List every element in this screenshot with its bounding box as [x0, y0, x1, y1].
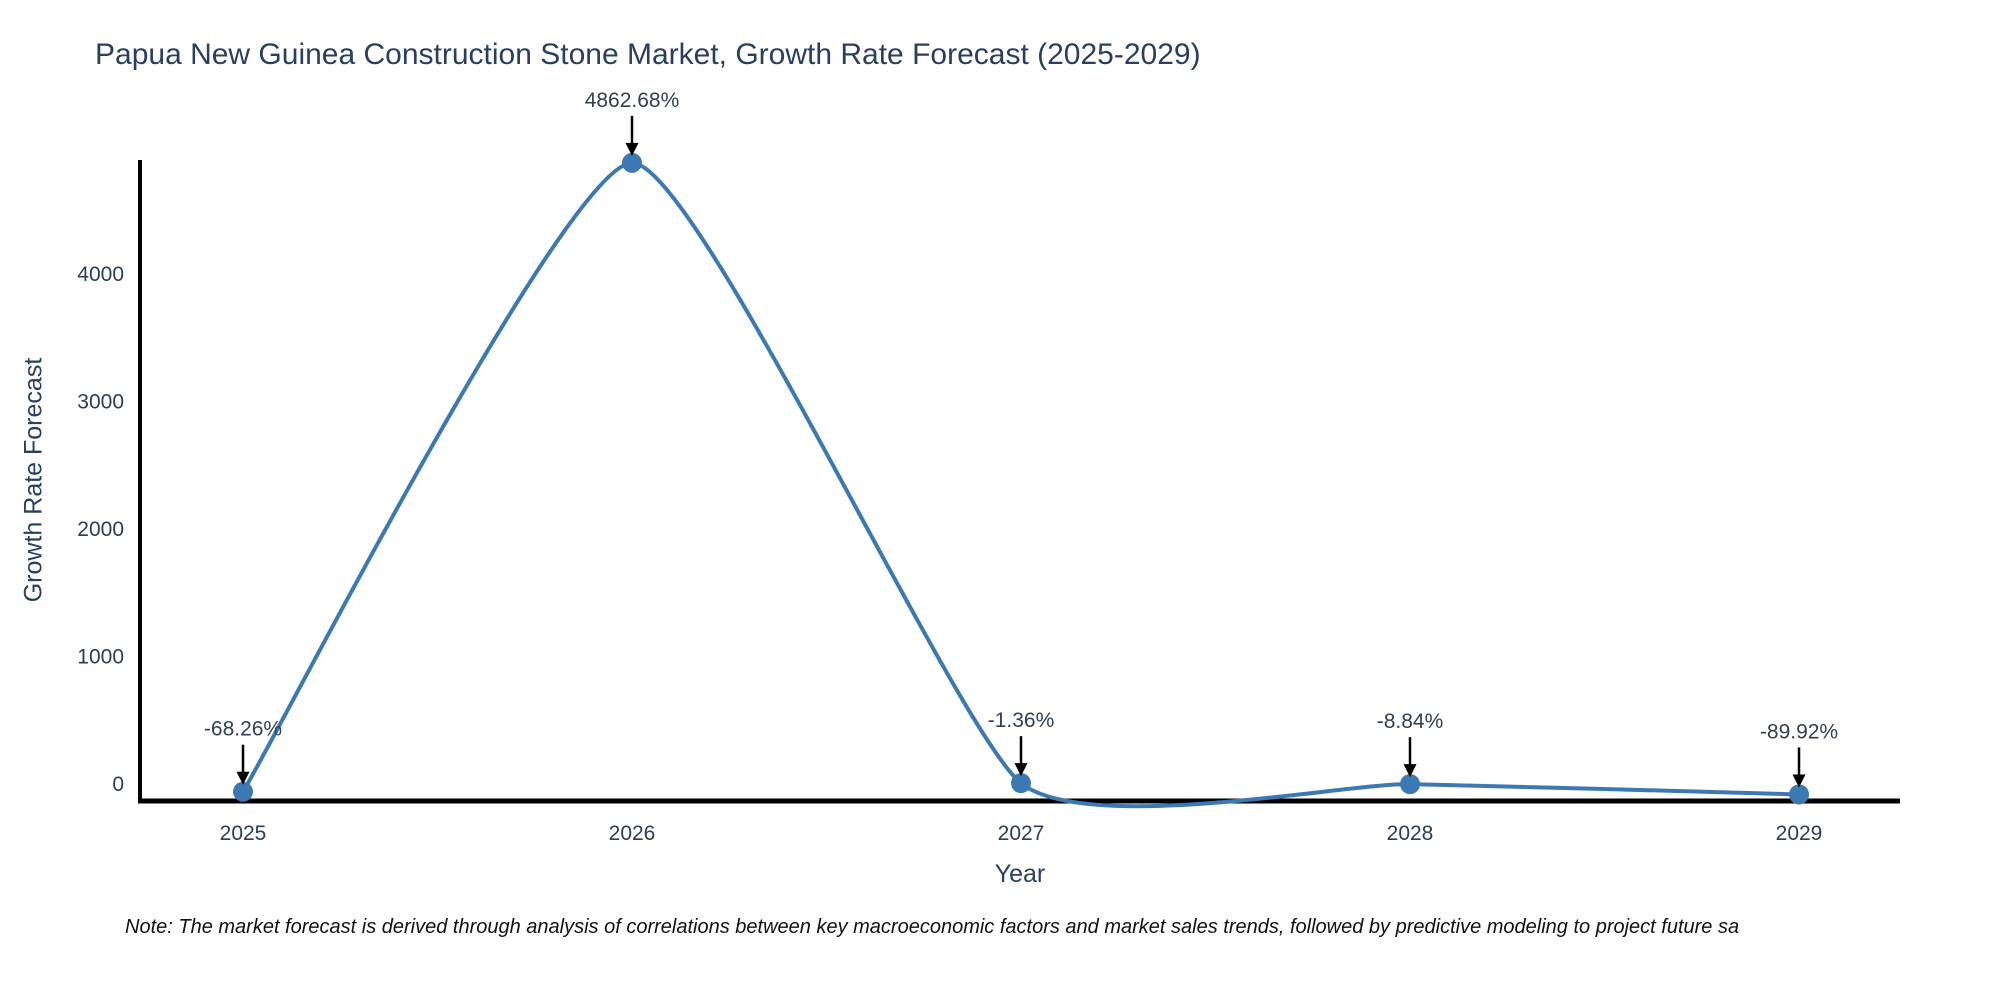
data-point-marker[interactable]: [1400, 774, 1420, 795]
growth-rate-line: [241, 160, 1801, 809]
point-value-annotation: -1.36%: [988, 709, 1055, 732]
x-tick-label: 2026: [609, 822, 656, 845]
x-tick-label: 2028: [1387, 822, 1434, 845]
annotation-arrowhead-icon: [625, 142, 639, 156]
point-value-annotation: -8.84%: [1377, 710, 1444, 733]
point-value-annotation: 4862.68%: [585, 89, 680, 112]
point-value-annotation: -68.26%: [204, 718, 282, 741]
x-tick-label: 2029: [1776, 822, 1823, 845]
x-tick-label: 2027: [998, 822, 1045, 845]
point-value-annotation: -89.92%: [1760, 720, 1838, 743]
y-tick-label: 4000: [77, 263, 124, 286]
annotation-arrowhead-icon: [1014, 763, 1028, 777]
annotation-arrowhead-icon: [236, 771, 250, 785]
annotation-arrowhead-icon: [1792, 774, 1806, 788]
data-point-marker[interactable]: [1011, 773, 1031, 794]
y-tick-label: 1000: [77, 645, 124, 668]
data-point-marker[interactable]: [233, 781, 253, 802]
chart-title: Papua New Guinea Construction Stone Mark…: [95, 38, 1201, 71]
data-point-marker[interactable]: [1789, 784, 1809, 805]
x-axis-title: Year: [994, 860, 1046, 888]
annotation-arrowhead-icon: [1403, 764, 1417, 778]
x-tick-label: 2025: [220, 822, 267, 845]
y-tick-label: 2000: [77, 518, 124, 541]
data-point-marker[interactable]: [622, 152, 642, 173]
y-tick-label: 0: [112, 773, 124, 796]
y-tick-label: 3000: [77, 390, 124, 413]
methodology-note: Note: The market forecast is derived thr…: [125, 916, 1740, 938]
